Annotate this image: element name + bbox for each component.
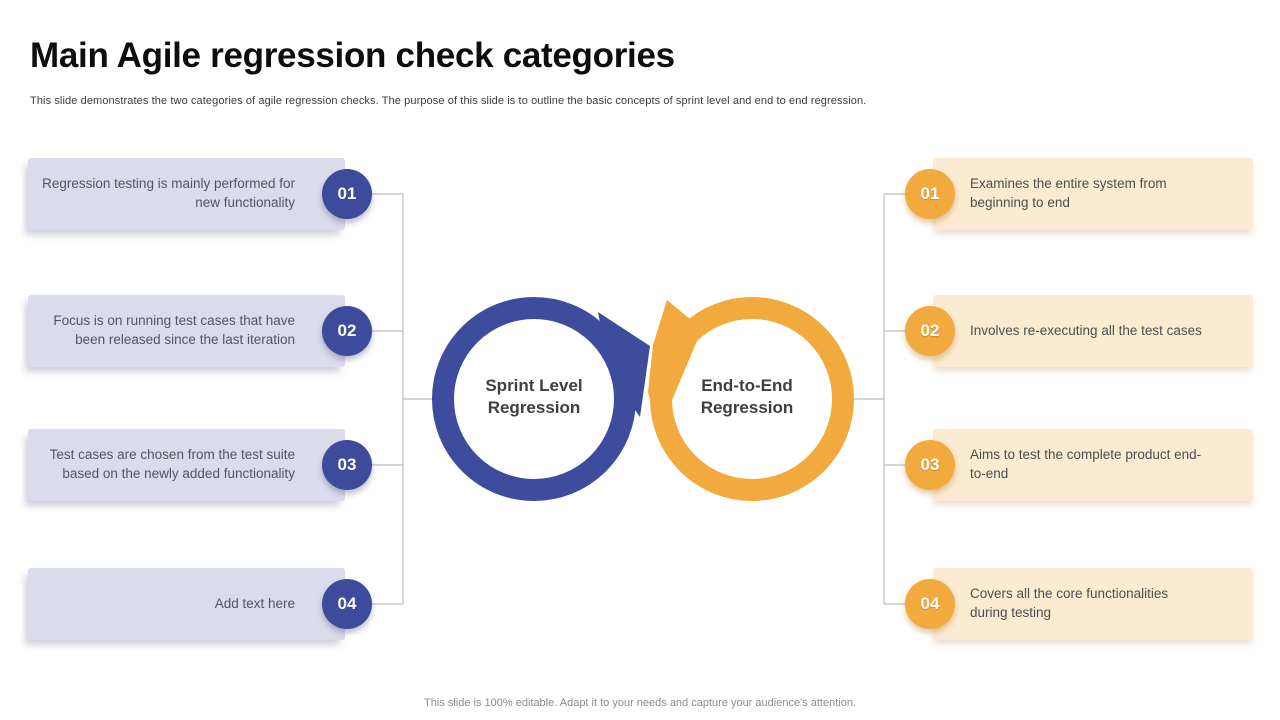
- sprint-item-2-box: Focus is on running test cases that have…: [28, 295, 345, 367]
- sprint-level-regression-label: Sprint Level Regression: [444, 375, 624, 419]
- sprint-item-3-box: Test cases are chosen from the test suit…: [28, 429, 345, 501]
- end-item-3-box: Aims to test the complete product end-to…: [933, 429, 1253, 501]
- end-item-3-number-badge: 03: [905, 440, 955, 490]
- end-item-3: Aims to test the complete product end-to…: [905, 429, 1253, 501]
- end-item-4: Covers all the core functionalities duri…: [905, 568, 1253, 640]
- end-item-2-text: Involves re-executing all the test cases: [970, 322, 1202, 338]
- end-item-3-text: Aims to test the complete product end-to…: [970, 447, 1202, 481]
- end-item-4-number: 04: [920, 594, 940, 613]
- sprint-item-4-box add-text-placeholder[interactable]: Add text here: [28, 568, 345, 640]
- end-item-1-box: Examines the entire system from beginnin…: [933, 158, 1253, 230]
- end-item-3-number: 03: [920, 455, 940, 474]
- right-connector-lines: [854, 193, 906, 605]
- sprint-item-3-number: 03: [337, 455, 357, 474]
- end-label-line1: End-to-End: [701, 376, 793, 395]
- end-item-1-number: 01: [920, 184, 940, 203]
- sprint-item-4: Add text here 04: [28, 568, 373, 640]
- end-item-1: Examines the entire system from beginnin…: [905, 158, 1253, 230]
- sprint-item-1: Regression testing is mainly performed f…: [28, 158, 373, 230]
- sprint-item-4-number: 04: [337, 594, 357, 613]
- sprint-item-1-number-badge: 01: [322, 169, 372, 219]
- sprint-item-2: Focus is on running test cases that have…: [28, 295, 373, 367]
- editable-note-footer: This slide is 100% editable. Adapt it to…: [424, 697, 856, 709]
- slide-description: This slide demonstrates the two categori…: [30, 95, 867, 107]
- sprint-item-1-text: Regression testing is mainly performed f…: [42, 176, 295, 210]
- sprint-item-2-text: Focus is on running test cases that have…: [53, 313, 295, 347]
- sprint-item-1-box: Regression testing is mainly performed f…: [28, 158, 345, 230]
- sprint-item-3: Test cases are chosen from the test suit…: [28, 429, 373, 501]
- end-label-line2: Regression: [700, 398, 794, 418]
- end-item-2-number-badge: 02: [905, 306, 955, 356]
- sprint-item-3-text: Test cases are chosen from the test suit…: [49, 447, 295, 481]
- left-connector-lines: [372, 193, 433, 605]
- end-item-4-number-badge: 04: [905, 579, 955, 629]
- end-item-4-box: Covers all the core functionalities duri…: [933, 568, 1253, 640]
- end-to-end-regression-label: End-to-End Regression: [657, 375, 837, 419]
- end-item-1-text: Examines the entire system from beginnin…: [970, 176, 1167, 210]
- sprint-item-4-text: Add text here: [214, 595, 295, 611]
- sprint-item-1-number: 01: [337, 184, 357, 203]
- end-item-2-number: 02: [920, 321, 940, 340]
- end-item-1-number-badge: 01: [905, 169, 955, 219]
- end-item-2: Involves re-executing all the test cases…: [905, 295, 1253, 367]
- sprint-item-2-number: 02: [337, 321, 357, 340]
- sprint-label-line1: Sprint Level: [485, 376, 583, 395]
- sprint-item-3-number-badge: 03: [322, 440, 372, 490]
- end-item-2-box: Involves re-executing all the test cases: [933, 295, 1253, 367]
- end-item-4-text: Covers all the core functionalities duri…: [970, 586, 1169, 620]
- sprint-item-4-number-badge: 04: [322, 579, 372, 629]
- sprint-item-2-number-badge: 02: [322, 306, 372, 356]
- sprint-label-line2: Regression: [487, 398, 581, 418]
- page-title: Main Agile regression check categories: [30, 36, 675, 75]
